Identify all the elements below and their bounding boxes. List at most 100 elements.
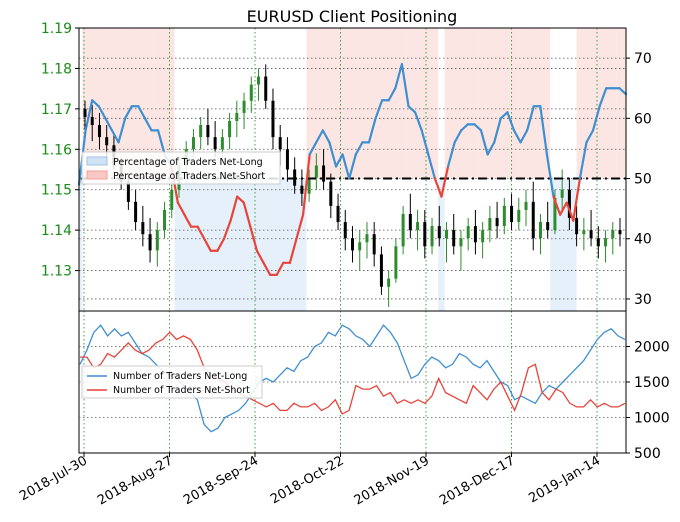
legend-count-box bbox=[81, 365, 263, 399]
bias-band-67 bbox=[517, 28, 524, 179]
bias-band-70 bbox=[537, 28, 544, 179]
bias-band-48 bbox=[392, 28, 399, 179]
legend-percentage-box bbox=[81, 151, 281, 185]
net-long-pct-seg-7 bbox=[124, 105, 133, 120]
bias-band-59 bbox=[464, 28, 472, 179]
positioning-panel: 1.13 1.14 1.15 1.16 1.17 1.18 1.19 30 40 50 60 70 bbox=[41, 21, 652, 312]
candle-body-73 bbox=[611, 230, 615, 239]
bias-band-56 bbox=[444, 28, 452, 179]
net-long-pct-seg-34 bbox=[301, 153, 311, 216]
candle-body-25 bbox=[264, 76, 268, 101]
candle-body-62 bbox=[531, 201, 535, 239]
candle-body-33 bbox=[322, 165, 326, 182]
bias-band-6 bbox=[115, 28, 122, 179]
candle-body-65 bbox=[553, 197, 557, 231]
net-long-pct-seg-1 bbox=[84, 99, 94, 132]
net-long-pct-seg-62 bbox=[486, 141, 496, 156]
tick-label-left-4: 1.17 bbox=[41, 102, 72, 118]
candle-body-27 bbox=[278, 137, 282, 150]
bias-band-80 bbox=[602, 28, 610, 179]
net-long-pct-seg-32 bbox=[288, 237, 298, 264]
net-long-pct-seg-30 bbox=[275, 261, 285, 276]
net-long-pct-seg-47 bbox=[387, 87, 397, 102]
x-tick-label-6: 2019-Jan-14 bbox=[526, 453, 603, 506]
bias-band-21 bbox=[214, 178, 221, 311]
bias-band-53 bbox=[424, 28, 432, 179]
bias-band-68 bbox=[523, 28, 531, 179]
net-long-pct-seg-71 bbox=[545, 153, 555, 198]
candle-body-17 bbox=[206, 125, 210, 138]
candle-body-23 bbox=[249, 84, 253, 101]
net-short-count-line bbox=[80, 331, 626, 415]
net-long-pct-seg-78 bbox=[591, 105, 601, 132]
net-long-pct-seg-60 bbox=[473, 123, 483, 132]
net-long-pct-seg-58 bbox=[460, 123, 469, 132]
net-long-pct-seg-16 bbox=[183, 213, 193, 228]
candle-body-49 bbox=[437, 226, 441, 239]
candle-body-16 bbox=[199, 125, 203, 138]
legend-label-count-short: Number of Traders Net-Short bbox=[113, 385, 250, 396]
bias-band-49 bbox=[398, 28, 406, 179]
net-long-pct-seg-53 bbox=[427, 153, 436, 180]
net-long-pct-seg-3 bbox=[97, 105, 107, 120]
candle-body-21 bbox=[235, 112, 239, 121]
net-long-pct-seg-52 bbox=[420, 129, 430, 156]
net-long-pct-seg-39 bbox=[334, 153, 344, 168]
bias-band-26 bbox=[247, 178, 254, 311]
candle-body-32 bbox=[314, 165, 318, 178]
net-long-pct-seg-42 bbox=[354, 141, 364, 156]
net-long-pct-seg-63 bbox=[493, 117, 502, 144]
bias-band-37 bbox=[319, 28, 327, 179]
bias-band-62 bbox=[484, 28, 491, 179]
legend-percentage: Percentage of Traders Net-Long Percentage… bbox=[81, 151, 281, 185]
candle-body-56 bbox=[488, 218, 492, 231]
bias-band-81 bbox=[609, 28, 617, 179]
bias-band-27 bbox=[253, 178, 261, 311]
candle-body-10 bbox=[155, 230, 159, 251]
candle-body-72 bbox=[604, 238, 608, 247]
x-tick-label-0: 2018-Jul-30 bbox=[17, 453, 90, 504]
net-long-pct-seg-5 bbox=[110, 129, 120, 144]
tick-label-bottom-0: 500 bbox=[634, 446, 661, 462]
bias-band-47 bbox=[385, 28, 393, 179]
candle-body-28 bbox=[285, 149, 289, 170]
bias-band-8 bbox=[128, 28, 136, 179]
candle-body-43 bbox=[394, 246, 398, 279]
net-long-pct-seg-82 bbox=[618, 87, 628, 96]
x-axis: 2018-Jul-30 2018-Aug-27 2018-Sep-24 2018-Oc… bbox=[17, 453, 603, 509]
bias-band-19 bbox=[200, 178, 208, 311]
candle-body-40 bbox=[372, 234, 376, 255]
candle-body-34 bbox=[329, 181, 333, 206]
net-long-pct-seg-45 bbox=[374, 99, 384, 120]
bias-band-58 bbox=[457, 28, 465, 179]
tick-label-left-2: 1.15 bbox=[41, 183, 72, 199]
net-long-pct-seg-10 bbox=[143, 117, 153, 132]
x-tick-label-3: 2018-Oct-22 bbox=[268, 453, 346, 507]
net-long-pct-seg-19 bbox=[203, 237, 212, 252]
bias-band-41 bbox=[345, 28, 353, 179]
bias-band-65 bbox=[504, 28, 511, 179]
candle-body-70 bbox=[589, 230, 593, 239]
bias-band-15 bbox=[174, 178, 182, 311]
legend-swatch-net-short bbox=[86, 170, 108, 180]
bias-band-13 bbox=[161, 28, 168, 179]
candle-body-50 bbox=[444, 230, 448, 239]
candle-body-41 bbox=[379, 254, 383, 287]
net-long-pct-seg-51 bbox=[414, 111, 423, 132]
bias-band-45 bbox=[372, 28, 379, 179]
bias-band-16 bbox=[181, 178, 188, 311]
net-long-pct-seg-28 bbox=[262, 261, 272, 276]
candle-body-51 bbox=[452, 230, 456, 247]
net-long-pct-seg-75 bbox=[572, 177, 581, 222]
net-long-pct-seg-79 bbox=[598, 87, 608, 108]
net-long-pct-seg-37 bbox=[321, 129, 331, 144]
net-long-pct-seg-33 bbox=[295, 213, 305, 240]
candle-body-54 bbox=[473, 226, 477, 243]
net-long-pct-seg-6 bbox=[117, 117, 127, 144]
tick-label-left-3: 1.16 bbox=[41, 142, 72, 158]
net-long-pct-seg-23 bbox=[229, 195, 239, 222]
bias-band-43 bbox=[359, 28, 366, 179]
candle-body-24 bbox=[257, 76, 261, 85]
